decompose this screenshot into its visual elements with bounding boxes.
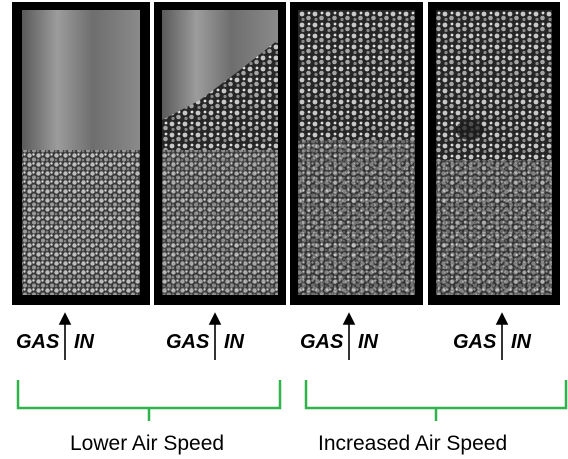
in-text: IN: [224, 331, 245, 353]
gas-text: GAS: [166, 331, 210, 353]
photo-panel: [154, 2, 286, 305]
gas-in-label: GAS IN: [453, 331, 532, 353]
arrows: [58, 312, 509, 360]
gas-in-label: GAS IN: [16, 331, 95, 353]
gas-text: GAS: [16, 331, 60, 353]
gas-text: GAS: [453, 331, 497, 353]
group-label: Increased Air Speed: [318, 432, 507, 455]
brackets: [16, 380, 568, 421]
in-text: IN: [511, 331, 532, 353]
in-text: IN: [358, 331, 379, 353]
gas-in-label: GAS IN: [300, 331, 379, 353]
in-text: IN: [74, 331, 95, 353]
gas-in-label: GAS IN: [166, 331, 245, 353]
gas-text: GAS: [300, 331, 344, 353]
group-label: Lower Air Speed: [70, 432, 224, 455]
photo-panel: [290, 2, 423, 305]
photo-panel: [12, 2, 150, 305]
photo-panel: [428, 2, 560, 305]
